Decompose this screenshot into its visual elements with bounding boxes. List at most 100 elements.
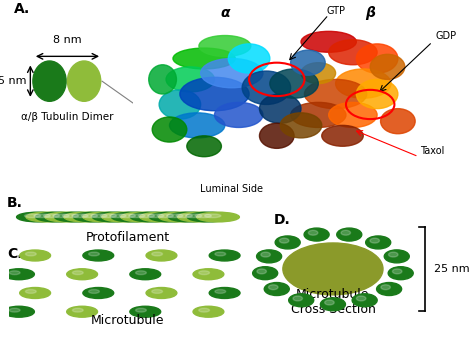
Ellipse shape (336, 69, 391, 98)
Circle shape (197, 212, 239, 222)
Circle shape (389, 252, 398, 257)
Circle shape (268, 285, 278, 290)
Circle shape (67, 269, 98, 280)
Circle shape (83, 287, 114, 299)
Text: A.: A. (14, 2, 30, 16)
Circle shape (304, 228, 329, 241)
Ellipse shape (356, 44, 398, 73)
Circle shape (26, 252, 36, 256)
Circle shape (89, 289, 100, 294)
Circle shape (178, 212, 220, 222)
Circle shape (3, 306, 34, 317)
Ellipse shape (187, 136, 221, 157)
Circle shape (152, 252, 163, 256)
Circle shape (167, 214, 183, 218)
Ellipse shape (170, 113, 225, 138)
Ellipse shape (304, 80, 367, 109)
Circle shape (356, 296, 366, 301)
Circle shape (195, 214, 211, 218)
Circle shape (91, 214, 107, 218)
Ellipse shape (301, 31, 356, 52)
Circle shape (215, 289, 226, 294)
Circle shape (45, 212, 88, 222)
Circle shape (388, 267, 413, 280)
Ellipse shape (370, 54, 405, 80)
Text: α/β Tubulin Dimer: α/β Tubulin Dimer (21, 112, 114, 122)
Ellipse shape (328, 40, 377, 65)
Circle shape (36, 212, 78, 222)
Circle shape (256, 250, 282, 263)
Circle shape (337, 228, 362, 241)
Circle shape (293, 296, 302, 301)
Circle shape (26, 212, 69, 222)
Circle shape (67, 61, 100, 101)
Text: 25 nm: 25 nm (434, 264, 470, 274)
Circle shape (264, 282, 289, 296)
Circle shape (199, 271, 210, 275)
Ellipse shape (214, 102, 263, 127)
Ellipse shape (259, 94, 301, 123)
Circle shape (199, 308, 210, 312)
Text: β: β (365, 6, 375, 20)
Text: GDP: GDP (436, 31, 457, 41)
Circle shape (152, 289, 163, 294)
Circle shape (9, 308, 20, 312)
Circle shape (89, 252, 100, 256)
Circle shape (20, 250, 51, 261)
Ellipse shape (381, 109, 415, 134)
Circle shape (381, 285, 391, 290)
Circle shape (193, 269, 224, 280)
Text: GTP: GTP (326, 6, 345, 16)
Text: Protofilament: Protofilament (86, 231, 170, 244)
Ellipse shape (242, 71, 291, 104)
Text: 5 nm: 5 nm (0, 76, 27, 86)
Circle shape (130, 269, 161, 280)
Circle shape (53, 214, 69, 218)
Text: D.: D. (274, 214, 291, 227)
Circle shape (72, 214, 88, 218)
Circle shape (73, 308, 83, 312)
Circle shape (257, 269, 266, 274)
Circle shape (186, 214, 202, 218)
Ellipse shape (291, 102, 346, 127)
Ellipse shape (280, 113, 322, 138)
Ellipse shape (166, 67, 214, 92)
Circle shape (55, 212, 97, 222)
Circle shape (261, 252, 270, 257)
Ellipse shape (328, 102, 377, 127)
Circle shape (34, 214, 50, 218)
Circle shape (82, 214, 98, 218)
Circle shape (44, 214, 60, 218)
Circle shape (130, 212, 173, 222)
Circle shape (83, 212, 126, 222)
Circle shape (129, 214, 145, 218)
Ellipse shape (173, 48, 235, 69)
Circle shape (253, 267, 278, 280)
Circle shape (384, 250, 409, 263)
Circle shape (215, 252, 226, 256)
Circle shape (365, 236, 391, 249)
Text: Microtubule: Microtubule (91, 314, 165, 327)
Circle shape (9, 271, 20, 275)
Circle shape (63, 214, 79, 218)
Ellipse shape (159, 90, 201, 119)
Circle shape (275, 236, 300, 249)
Circle shape (100, 214, 117, 218)
Circle shape (26, 289, 36, 294)
Ellipse shape (270, 69, 319, 98)
Text: 8 nm: 8 nm (53, 35, 82, 45)
Ellipse shape (152, 117, 187, 142)
Ellipse shape (356, 80, 398, 109)
Ellipse shape (322, 125, 363, 146)
Circle shape (193, 306, 224, 317)
Circle shape (309, 230, 318, 235)
Circle shape (352, 294, 377, 307)
Circle shape (102, 212, 145, 222)
Circle shape (392, 269, 402, 274)
Circle shape (25, 214, 41, 218)
Circle shape (146, 250, 177, 261)
Ellipse shape (291, 50, 325, 75)
Circle shape (157, 214, 173, 218)
Circle shape (73, 271, 83, 275)
Circle shape (289, 294, 314, 307)
